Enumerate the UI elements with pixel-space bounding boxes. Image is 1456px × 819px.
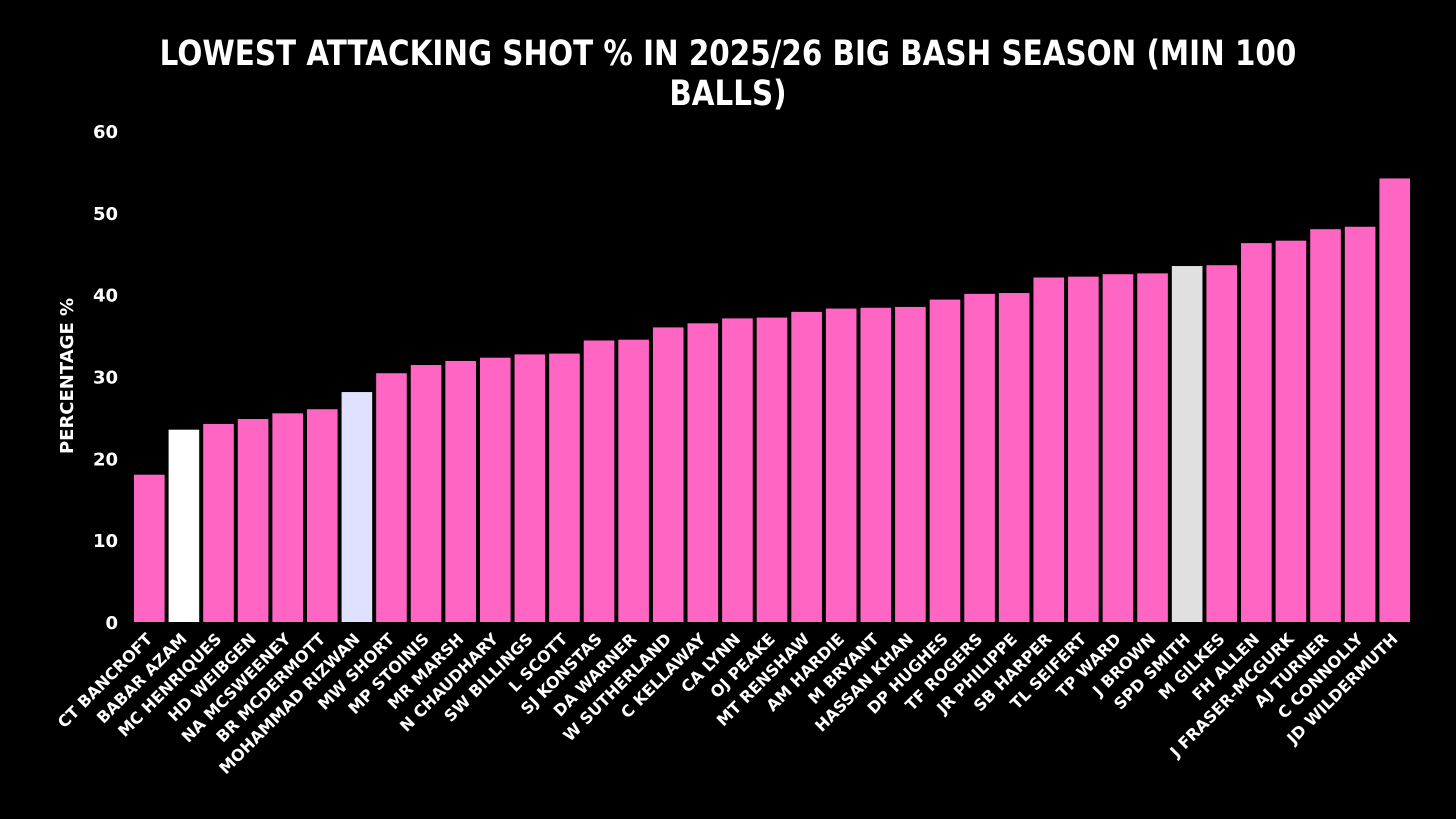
bar xyxy=(1275,240,1307,622)
bar xyxy=(583,340,615,622)
y-axis-label: PERCENTAGE % xyxy=(57,298,78,454)
bar xyxy=(1344,226,1376,622)
bar xyxy=(687,323,719,622)
bar xyxy=(998,293,1030,622)
bar xyxy=(376,373,407,622)
bar xyxy=(306,409,338,622)
y-axis-ticks: 0 10 20 30 40 50 60 xyxy=(93,122,118,634)
y-tick-label: 50 xyxy=(93,204,118,225)
bar xyxy=(514,354,546,622)
bar xyxy=(168,429,200,622)
y-tick-label: 30 xyxy=(93,368,118,389)
bar xyxy=(722,318,753,622)
bar xyxy=(791,311,822,622)
bar xyxy=(1033,277,1065,622)
bar xyxy=(203,423,234,622)
bar xyxy=(445,360,476,622)
bar xyxy=(929,299,961,622)
bar xyxy=(1241,243,1272,623)
bar xyxy=(618,339,649,622)
bar xyxy=(479,357,511,622)
bar xyxy=(1379,178,1411,622)
bar xyxy=(825,308,857,622)
bar xyxy=(652,327,684,622)
bar xyxy=(1102,274,1134,622)
bar xyxy=(549,353,580,622)
y-tick-label: 0 xyxy=(105,613,118,634)
y-tick-label: 40 xyxy=(93,286,118,307)
bar xyxy=(341,392,373,622)
bar xyxy=(1137,273,1168,622)
bar xyxy=(1310,229,1341,622)
bar xyxy=(410,365,442,622)
bar xyxy=(272,413,303,622)
bar xyxy=(860,307,892,622)
bar xyxy=(756,317,788,622)
bar xyxy=(134,474,165,622)
bar xyxy=(895,306,926,622)
chart-title: LOWEST ATTACKING SHOT % IN 2025/26 BIG B… xyxy=(159,34,1297,114)
bar xyxy=(964,293,995,622)
bar xyxy=(1171,266,1203,622)
bars xyxy=(134,178,1411,623)
bar xyxy=(237,419,269,622)
bar xyxy=(1068,276,1099,622)
y-tick-label: 20 xyxy=(93,449,118,470)
y-tick-label: 10 xyxy=(93,531,118,552)
y-tick-label: 60 xyxy=(93,122,118,143)
bar xyxy=(1206,265,1238,622)
